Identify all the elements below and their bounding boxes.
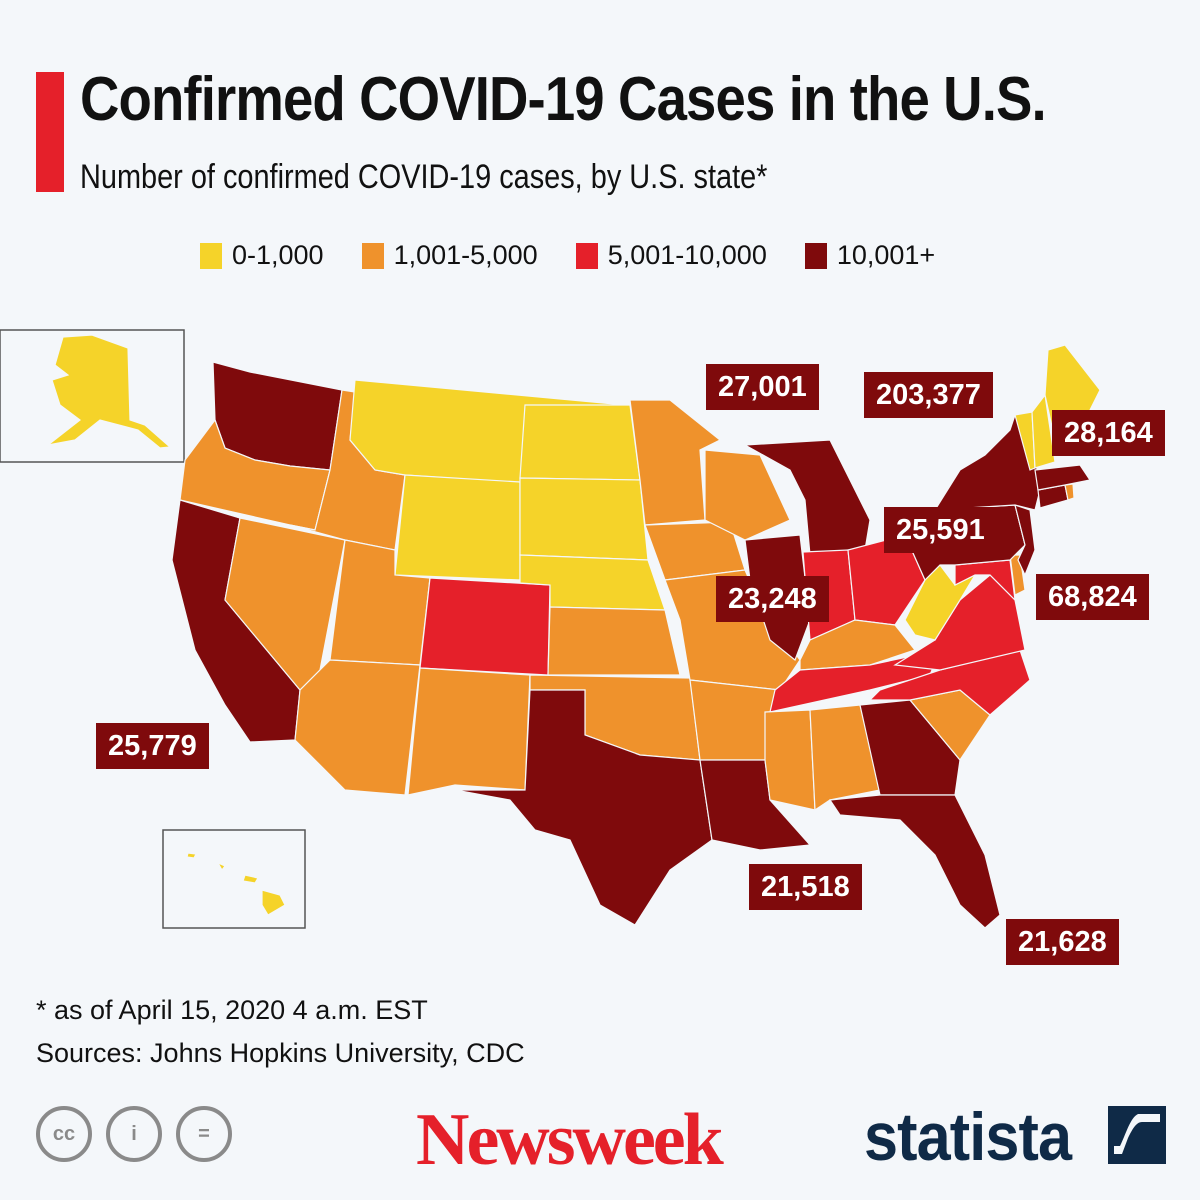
legend-item: 10,001+ — [804, 240, 936, 271]
statista-mark-icon — [1108, 1106, 1166, 1164]
legend-item: 1,001-5,000 — [361, 240, 538, 271]
state-WY — [394, 474, 521, 581]
accent-bar — [36, 72, 64, 192]
license-icons: cc i = — [36, 1106, 232, 1162]
state-KS — [547, 606, 681, 676]
callout-new-york: 203,377 — [864, 372, 993, 418]
state-HI — [186, 852, 286, 916]
callout-new-jersey: 68,824 — [1036, 574, 1149, 620]
state-MO — [664, 569, 801, 691]
legend-swatch-yellow — [200, 242, 222, 269]
alaska-inset-frame — [0, 329, 185, 463]
state-MA — [1034, 464, 1091, 491]
state-MS — [764, 709, 816, 811]
legend-swatch-orange — [361, 242, 384, 269]
footnote: * as of April 15, 2020 4 a.m. EST — [36, 995, 428, 1025]
state-NH — [1031, 393, 1056, 469]
state-TX — [454, 689, 713, 926]
state-FL — [828, 794, 1001, 929]
state-ND — [519, 404, 641, 481]
state-MN — [629, 399, 722, 526]
creative-commons-icon[interactable]: cc — [36, 1106, 92, 1162]
legend-label: 10,001+ — [836, 240, 936, 270]
callout-michigan: 27,001 — [706, 364, 819, 410]
state-GA — [859, 699, 961, 796]
legend-item: 5,001-10,000 — [575, 240, 767, 271]
hawaii-inset-frame — [162, 829, 306, 929]
callout-pennsylvania: 25,591 — [884, 507, 997, 553]
legend-label: 1,001-5,000 — [393, 240, 538, 270]
page-subtitle: Number of confirmed COVID-19 cases, by U… — [80, 158, 768, 196]
attribution-icon[interactable]: i — [106, 1106, 162, 1162]
legend-item: 0-1,000 — [200, 240, 324, 271]
state-SD — [519, 477, 649, 561]
legend-label: 5,001-10,000 — [607, 240, 767, 270]
sources: Sources: Johns Hopkins University, CDC — [36, 1038, 525, 1068]
state-AL — [809, 704, 881, 812]
state-CO — [419, 577, 551, 676]
us-map — [0, 329, 1101, 929]
state-NJ — [1014, 504, 1036, 577]
state-AK — [47, 334, 172, 449]
statista-logo: statista — [864, 1099, 1072, 1175]
callout-massachusetts: 28,164 — [1052, 410, 1165, 456]
legend-label: 0-1,000 — [232, 240, 324, 270]
page-title: Confirmed COVID-19 Cases in the U.S. — [80, 65, 1047, 134]
state-AZ — [294, 659, 421, 796]
state-WI — [704, 449, 791, 541]
no-derivatives-icon[interactable]: = — [176, 1106, 232, 1162]
callout-louisiana: 21,518 — [749, 864, 862, 910]
callout-florida: 21,628 — [1006, 919, 1119, 965]
legend-swatch-darkred — [804, 242, 827, 269]
state-NM — [407, 667, 531, 796]
callout-illinois: 23,248 — [716, 576, 829, 622]
callout-california: 25,779 — [96, 723, 209, 769]
legend-swatch-red — [575, 242, 598, 269]
legend: 0-1,000 1,001-5,000 5,001-10,000 10,001+ — [200, 240, 935, 271]
newsweek-logo: Newsweek — [416, 1099, 724, 1181]
